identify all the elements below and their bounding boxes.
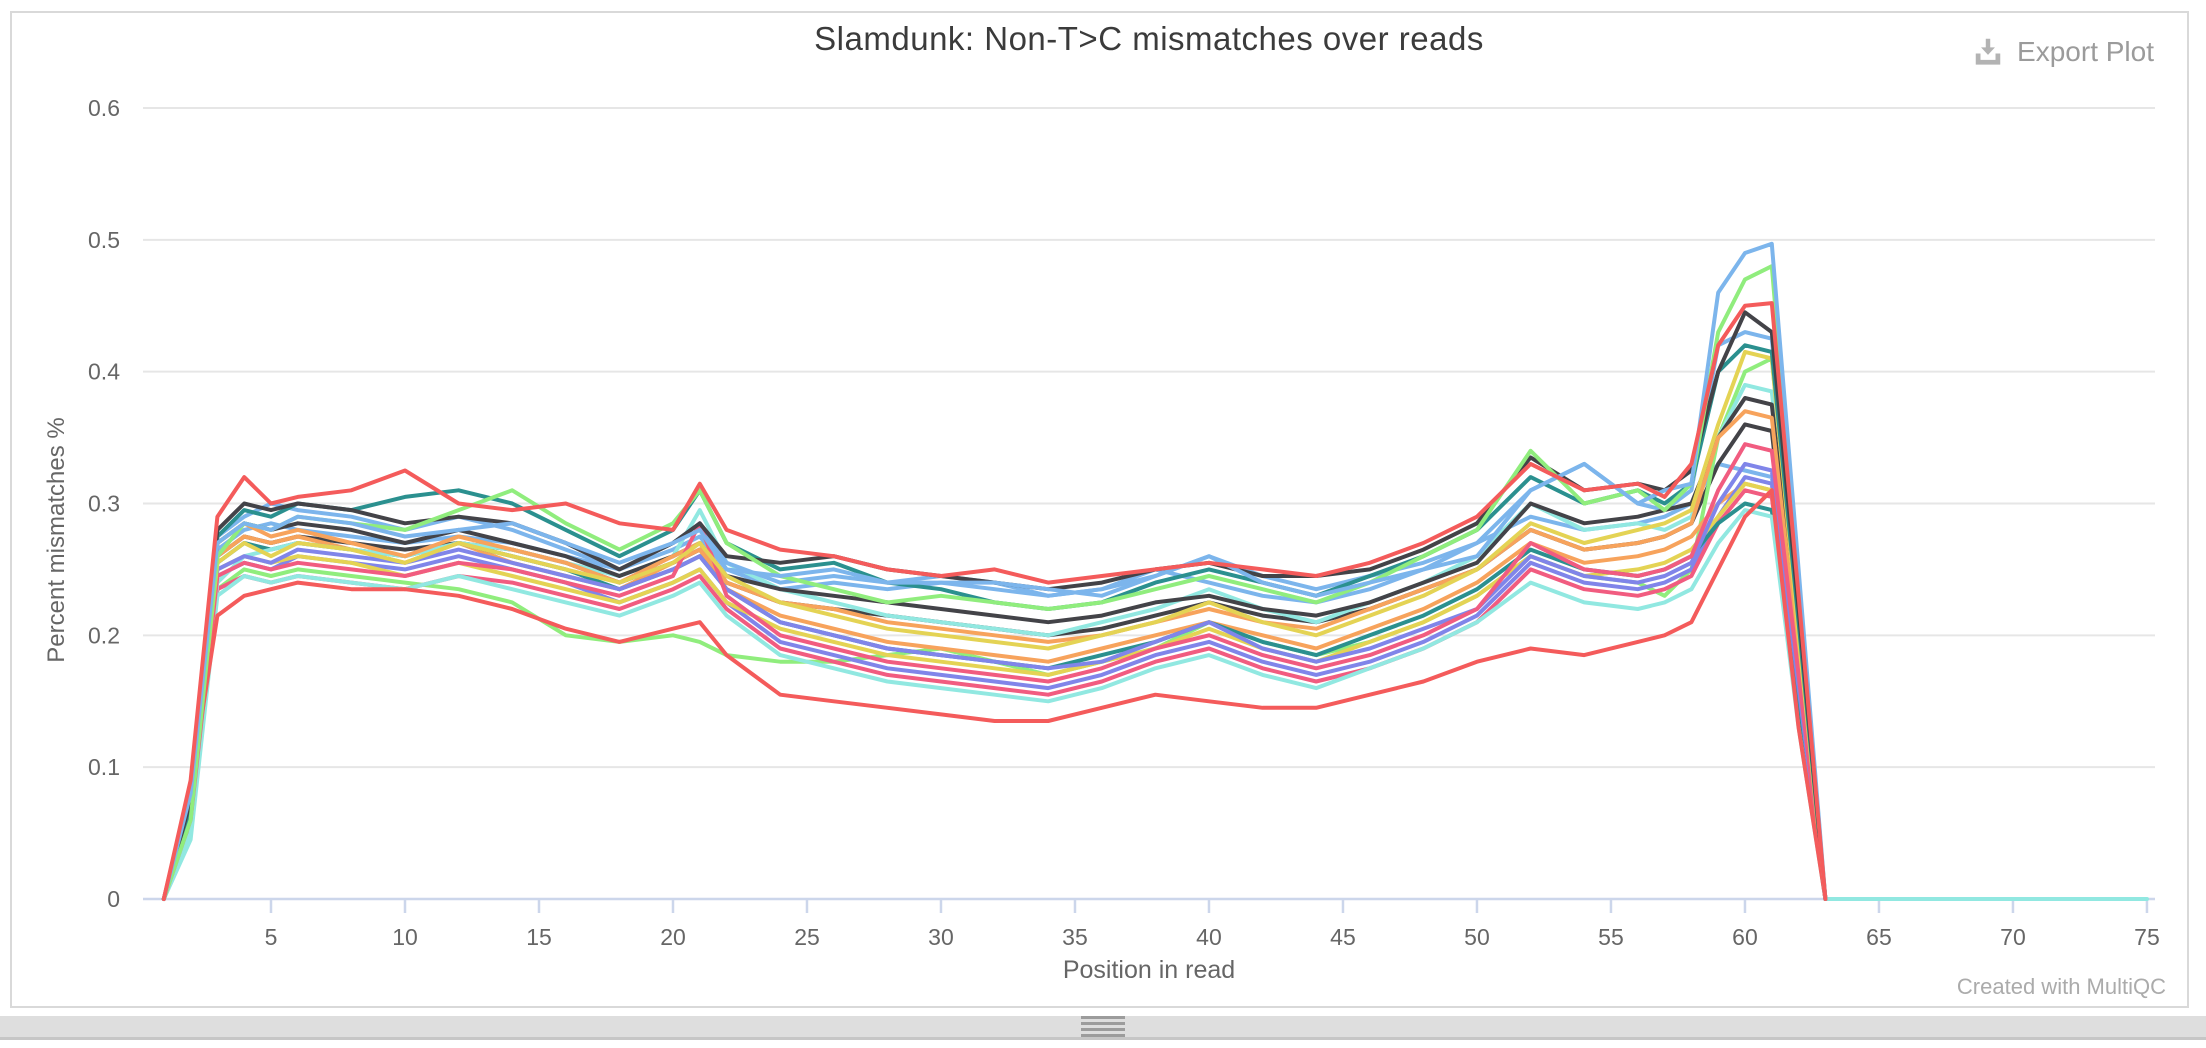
- y-tick-label: 0: [107, 886, 120, 912]
- plot-resize-handle[interactable]: [0, 1016, 2206, 1040]
- x-tick-label: 20: [660, 924, 686, 950]
- series-line[interactable]: [161, 343, 1828, 901]
- chart-title: Slamdunk: Non-T>C mismatches over reads: [814, 20, 1484, 57]
- resize-grip-icon: [1081, 1016, 1125, 1037]
- x-tick-label: 10: [392, 924, 418, 950]
- x-axis-title: Position in read: [1062, 956, 1236, 984]
- series-line[interactable]: [161, 409, 1828, 901]
- export-plot-button[interactable]: Export Plot: [1971, 36, 2154, 68]
- series-line[interactable]: [161, 461, 1828, 901]
- y-axis-title: Percent mismatches %: [43, 417, 70, 663]
- series-line[interactable]: [161, 310, 1828, 901]
- download-icon: [1971, 36, 2005, 68]
- y-tick-label: 0.1: [88, 754, 120, 780]
- export-plot-label: Export Plot: [2017, 36, 2154, 67]
- plot-card: [10, 11, 2189, 1008]
- series-line[interactable]: [161, 475, 1828, 901]
- x-tick-label: 40: [1196, 924, 1222, 950]
- x-tick-label: 15: [526, 924, 552, 950]
- series-line[interactable]: [161, 488, 1828, 901]
- x-tick-label: 5: [265, 924, 278, 950]
- series-line[interactable]: [161, 349, 1828, 901]
- multiqc-credit: Created with MultiQC: [1956, 974, 2166, 999]
- x-tick-label: 60: [1732, 924, 1758, 950]
- x-tick-label: 25: [794, 924, 820, 950]
- x-tick-label: 30: [928, 924, 954, 950]
- series-line[interactable]: [161, 301, 1828, 901]
- series-line[interactable]: [161, 461, 1828, 901]
- series-line[interactable]: [161, 442, 1828, 901]
- series-line[interactable]: [161, 481, 1828, 901]
- y-tick-label: 0.6: [88, 95, 120, 121]
- x-tick-label: 45: [1330, 924, 1356, 950]
- y-tick-label: 0.2: [88, 622, 120, 648]
- x-tick-label: 75: [2134, 924, 2160, 950]
- x-tick-label: 55: [1598, 924, 1624, 950]
- y-tick-label: 0.4: [88, 359, 120, 385]
- x-tick-label: 70: [2000, 924, 2026, 950]
- x-tick-label: 50: [1464, 924, 1490, 950]
- series-line[interactable]: [161, 508, 1828, 901]
- x-tick-label: 65: [1866, 924, 1892, 950]
- series-line[interactable]: [161, 264, 1828, 901]
- y-tick-label: 0.3: [88, 491, 120, 517]
- series-line[interactable]: [161, 396, 1828, 901]
- x-tick-label: 35: [1062, 924, 1088, 950]
- y-tick-label: 0.5: [88, 227, 120, 253]
